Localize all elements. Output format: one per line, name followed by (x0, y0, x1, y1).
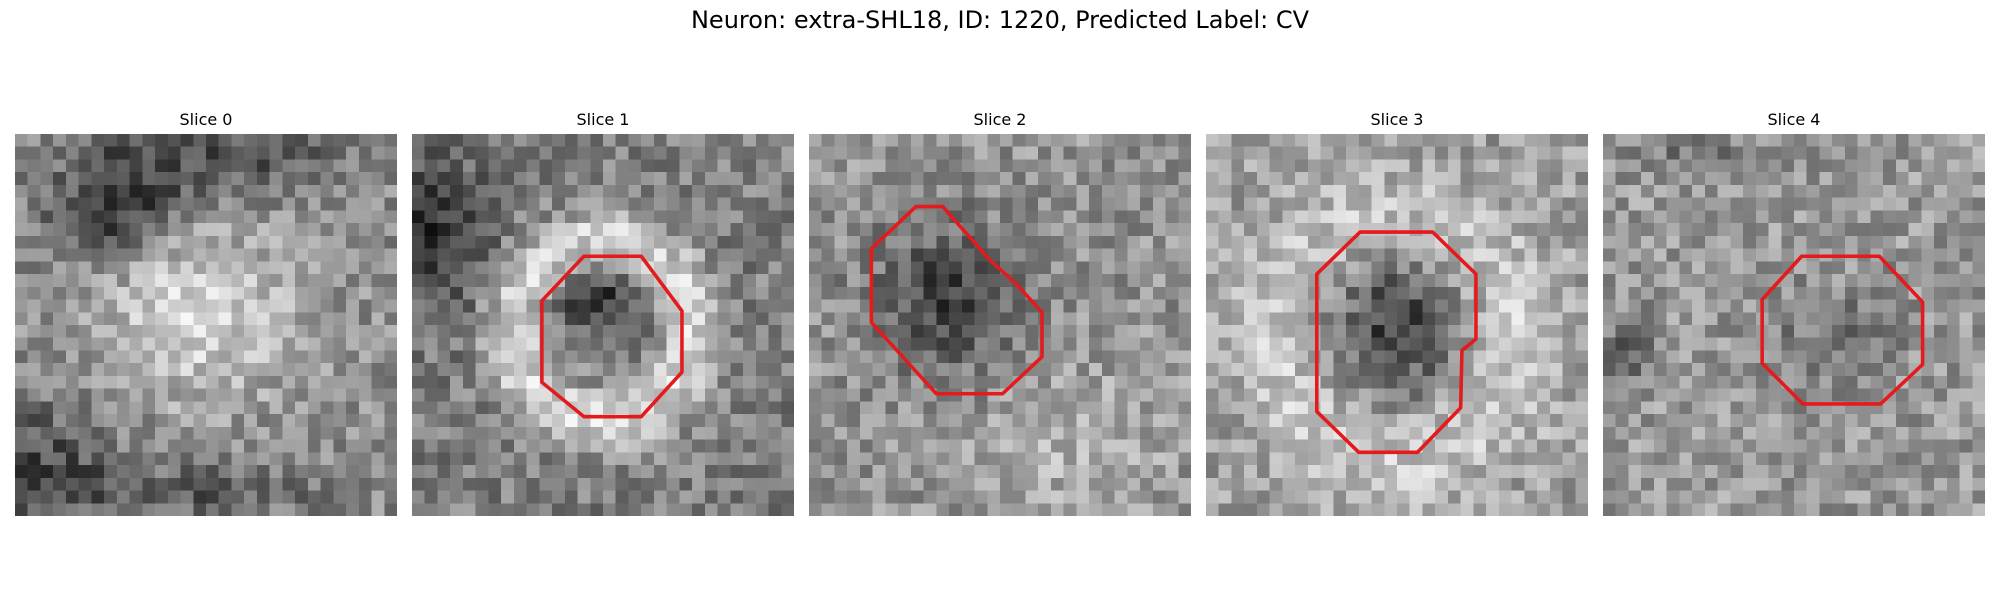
slice-image-svg (1206, 134, 1588, 516)
slice-image (809, 134, 1191, 516)
slice-image (1206, 134, 1588, 516)
slice-panel-4: Slice 4 (1603, 108, 1985, 516)
contour-outline (1760, 254, 1925, 406)
slice-panel-1: Slice 1 (412, 108, 794, 516)
contour-outline (869, 204, 1044, 396)
figure-title: Neuron: extra-SHL18, ID: 1220, Predicted… (690, 6, 1310, 34)
slice-image (412, 134, 794, 516)
slice-image-svg (809, 134, 1191, 516)
slice-image-svg (412, 134, 794, 516)
slice-title: Slice 2 (973, 110, 1027, 129)
slice-title: Slice 0 (179, 110, 233, 129)
contour-outline (1314, 230, 1478, 455)
slice-image (15, 134, 397, 516)
slice-title: Slice 3 (1370, 110, 1424, 129)
slice-title: Slice 1 (576, 110, 630, 129)
contour-outline (540, 254, 684, 419)
slice-title: Slice 4 (1767, 110, 1821, 129)
slice-panel-3: Slice 3 (1206, 108, 1588, 516)
slice-image-svg (15, 134, 397, 516)
slice-panel-2: Slice 2 (809, 108, 1191, 516)
slice-panel-0: Slice 0 (15, 108, 397, 516)
slice-image-svg (1603, 134, 1985, 516)
slice-image (1603, 134, 1985, 516)
